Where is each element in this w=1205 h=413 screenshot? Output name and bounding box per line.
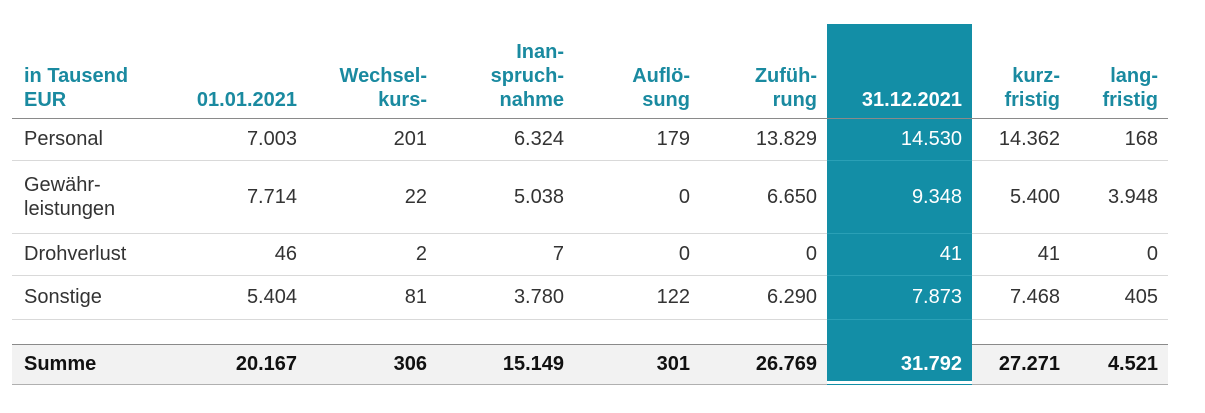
cell-value: 7.003 [152, 118, 307, 161]
spacer-cell [700, 319, 827, 345]
cell-value: 201 [307, 118, 437, 161]
cell-value: 0 [1070, 233, 1168, 276]
header-kurzfristig: kurz- fristig [972, 0, 1070, 119]
header-01-01-2021: 01.01.2021 [152, 0, 307, 119]
cell-value: 41 [972, 233, 1070, 276]
cell-value: 7.714 [152, 160, 307, 234]
provisions-table: in Tausend EUR 01.01.2021 Wechsel- kurs-… [12, 0, 1168, 385]
cell-value: 7 [437, 233, 574, 276]
cell-value: 6.290 [700, 275, 827, 320]
header-unit-label: in Tausend EUR [12, 0, 152, 119]
cell-value: 6.650 [700, 160, 827, 234]
total-value: 20.167 [152, 344, 307, 385]
cell-value: 3.780 [437, 275, 574, 320]
cell-value: 46 [152, 233, 307, 276]
row-label: Drohverlust [12, 233, 152, 276]
total-label: Summe [12, 344, 152, 385]
header-01-01-2021-line-1: 01.01.2021 [196, 88, 297, 111]
row-label-line-1: Personal [24, 128, 103, 150]
header-wechselkurs: Wechsel- kurs- [307, 0, 437, 119]
total-value: 301 [574, 344, 700, 385]
cell-value: 13.829 [700, 118, 827, 161]
spacer-cell [437, 319, 574, 345]
cell-value: 179 [574, 118, 700, 161]
spacer-row [12, 319, 1168, 345]
cell-value: 3.948 [1070, 160, 1168, 234]
row-label-line-1: Sonstige [24, 286, 102, 308]
cell-value-highlight: 14.530 [827, 118, 972, 161]
spacer-cell [307, 319, 437, 345]
table-row-sonstige: Sonstige 5.404 81 3.780 122 6.290 7.873 … [12, 275, 1168, 320]
spacer-cell [152, 319, 307, 345]
cell-value: 7.468 [972, 275, 1070, 320]
table-row-drohverlust: Drohverlust 46 2 7 0 0 41 41 0 [12, 233, 1168, 276]
header-inanspruchnahme-line-3: nahme [499, 88, 564, 111]
total-value: 27.271 [972, 344, 1070, 385]
row-label-line-1: Gewähr- [24, 173, 101, 196]
spacer-cell [574, 319, 700, 345]
cell-value: 2 [307, 233, 437, 276]
header-inanspruchnahme-line-2: spruch- [490, 64, 564, 87]
cell-value: 22 [307, 160, 437, 234]
header-zufuehrung-line-2: rung [772, 88, 817, 111]
cell-value: 5.404 [152, 275, 307, 320]
header-aufloesung-line-2: sung [642, 88, 690, 111]
cell-value: 0 [574, 160, 700, 234]
total-value: 15.149 [437, 344, 574, 385]
cell-value: 5.400 [972, 160, 1070, 234]
cell-value-highlight: 41 [827, 233, 972, 276]
header-zufuehrung-line-1: Zufüh- [754, 64, 817, 87]
header-31-12-2021: 31.12.2021 [827, 0, 972, 119]
header-unit-line-1: in Tausend [24, 64, 129, 87]
cell-value: 0 [700, 233, 827, 276]
cell-value: 122 [574, 275, 700, 320]
spacer-cell [1070, 319, 1168, 345]
spacer-cell [827, 319, 972, 345]
cell-value-highlight: 9.348 [827, 160, 972, 234]
row-label-line-1: Drohverlust [24, 243, 127, 265]
cell-value: 6.324 [437, 118, 574, 161]
cell-value: 81 [307, 275, 437, 320]
spacer-cell [12, 319, 152, 345]
cell-value: 405 [1070, 275, 1168, 320]
spacer-cell [972, 319, 1070, 345]
total-value: 26.769 [700, 344, 827, 385]
total-value: 306 [307, 344, 437, 385]
table-row-summe: Summe 20.167 306 15.149 301 26.769 31.79… [12, 344, 1168, 385]
header-31-12-2021-line-1: 31.12.2021 [861, 88, 962, 111]
cell-value: 14.362 [972, 118, 1070, 161]
row-label: Personal [12, 118, 152, 161]
total-value-highlight: 31.792 [827, 344, 972, 385]
cell-value: 0 [574, 233, 700, 276]
header-row: in Tausend EUR 01.01.2021 Wechsel- kurs-… [12, 0, 1168, 119]
header-wechselkurs-line-1: Wechsel- [339, 64, 427, 87]
header-kurzfristig-line-1: kurz- [1012, 64, 1060, 87]
header-aufloesung-line-1: Auflö- [632, 64, 690, 87]
header-langfristig-line-2: fristig [1102, 88, 1158, 111]
total-value: 4.521 [1070, 344, 1168, 385]
row-label-line-2: leistungen [24, 197, 116, 220]
header-inanspruchnahme: Inan- spruch- nahme [437, 0, 574, 119]
cell-value-highlight: 7.873 [827, 275, 972, 320]
header-langfristig-line-1: lang- [1110, 64, 1158, 87]
header-kurzfristig-line-2: fristig [1004, 88, 1060, 111]
header-wechselkurs-line-2: kurs- [378, 88, 427, 111]
table-row-gewaehrleistungen: Gewähr- leistungen 7.714 22 5.038 0 6.65… [12, 160, 1168, 234]
header-inanspruchnahme-line-1: Inan- [516, 40, 564, 63]
cell-value: 5.038 [437, 160, 574, 234]
cell-value: 168 [1070, 118, 1168, 161]
header-langfristig: lang- fristig [1070, 0, 1168, 119]
header-unit-line-2: EUR [24, 88, 67, 111]
row-label: Sonstige [12, 275, 152, 320]
provisions-table-wrapper: in Tausend EUR 01.01.2021 Wechsel- kurs-… [12, 0, 1168, 413]
row-label: Gewähr- leistungen [12, 160, 152, 234]
header-zufuehrung: Zufüh- rung [700, 0, 827, 119]
header-aufloesung: Auflö- sung [574, 0, 700, 119]
table-row-personal: Personal 7.003 201 6.324 179 13.829 14.5… [12, 118, 1168, 161]
